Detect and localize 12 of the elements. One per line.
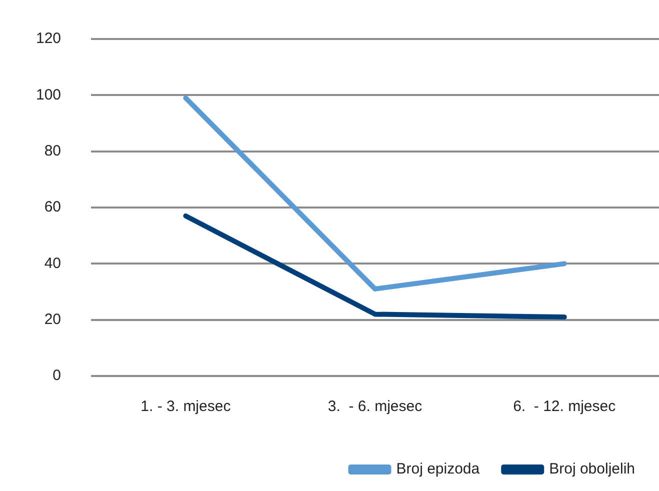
legend-label: Broj epizoda	[396, 460, 480, 478]
legend-label: Broj oboljelih	[549, 460, 636, 478]
y-tick-label: 0	[52, 367, 62, 384]
y-tick-label: 100	[36, 86, 62, 104]
x-tick-label: 1. - 3. mjesec	[140, 398, 232, 416]
y-tick-label: 20	[44, 310, 62, 328]
x-tick-label: 3. - 6. mjesec	[328, 398, 423, 416]
y-tick-label: 60	[44, 198, 62, 216]
y-tick-label: 40	[44, 254, 62, 272]
y-tick-label: 120	[36, 30, 62, 48]
y-tick-label: 80	[44, 142, 62, 160]
x-tick-label: 6. - 12. mjesec	[513, 398, 616, 416]
